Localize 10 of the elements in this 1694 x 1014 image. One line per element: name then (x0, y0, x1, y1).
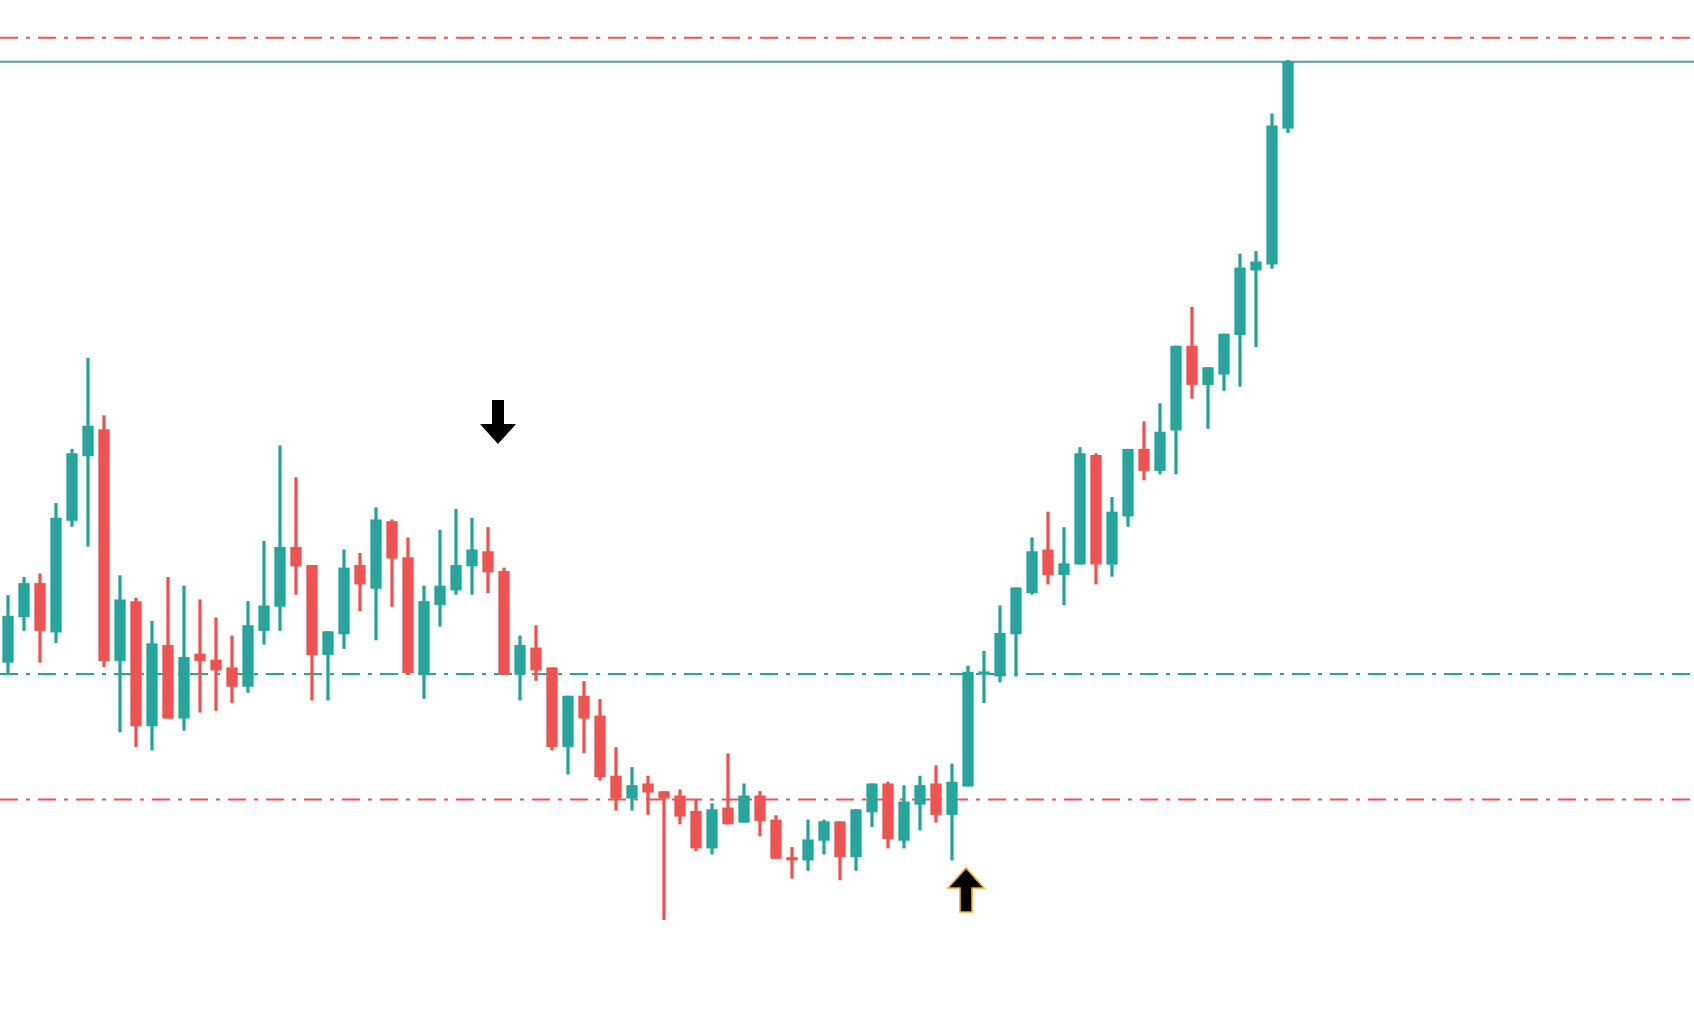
candlestick (194, 599, 206, 713)
candlestick (466, 517, 478, 595)
candlestick (82, 357, 94, 547)
candlestick (1058, 527, 1070, 606)
candlestick (210, 617, 222, 711)
candlestick (258, 540, 270, 645)
candlestick (786, 847, 798, 879)
candlestick (434, 529, 446, 627)
candlestick (1250, 251, 1262, 348)
candlestick (290, 477, 302, 595)
